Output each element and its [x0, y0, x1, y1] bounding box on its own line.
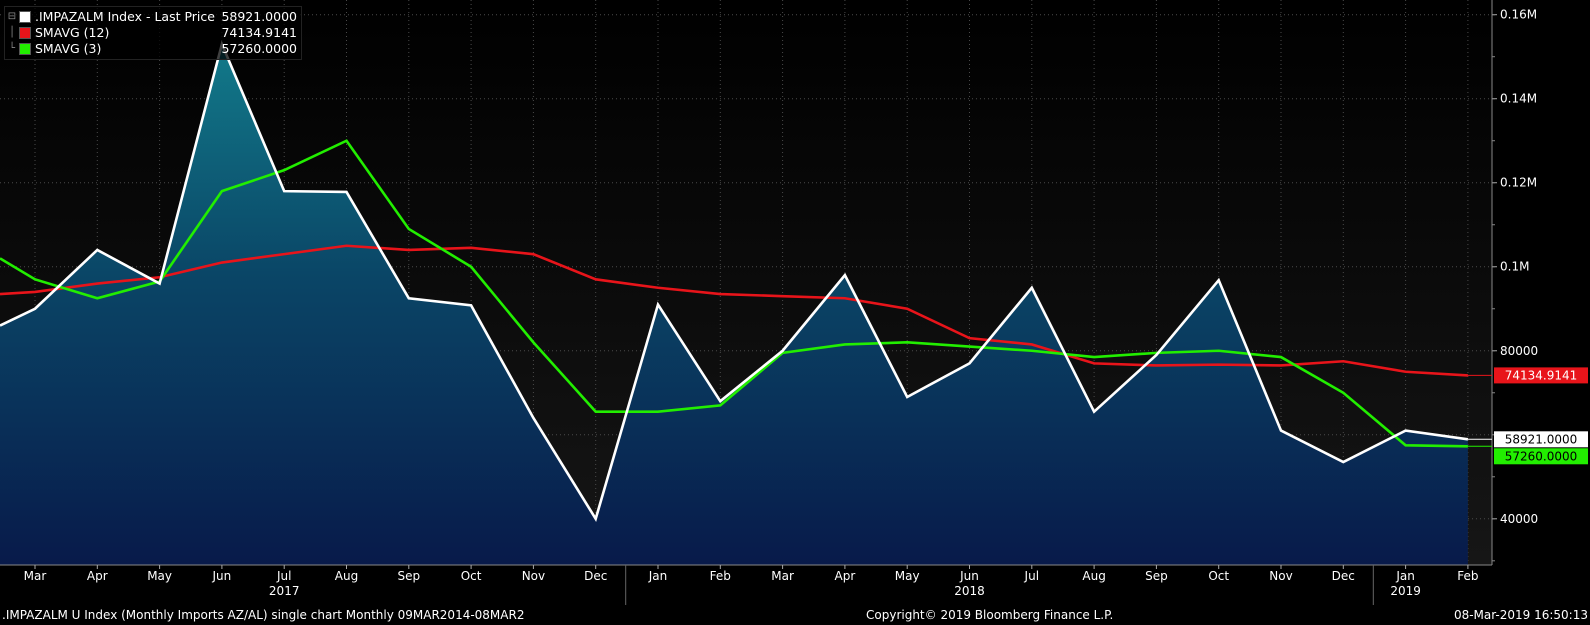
x-axis: Mar Apr May Jun Jul Aug Sep Oct Nov Dec Jan Feb Mar A… — [0, 564, 1492, 605]
price-end-label-box — [1494, 431, 1588, 448]
y-tick-label: 40000 — [1500, 512, 1538, 526]
x-tick-label: Oct — [1208, 569, 1229, 583]
x-tick-label: Jun — [959, 569, 979, 583]
legend-item-sma3[interactable]: └ SMAVG (3) 57260.0000 — [7, 41, 297, 57]
legend-swatch-price — [19, 11, 31, 23]
footer-timestamp: 08-Mar-2019 16:50:13 — [1453, 608, 1588, 622]
legend-value: 74134.9141 — [221, 25, 297, 40]
x-tick-label: Apr — [87, 569, 108, 583]
footer-description: .IMPAZALM U Index (Monthly Imports AZ/AL… — [2, 608, 525, 622]
sma3-end-label-box — [1494, 448, 1588, 465]
legend: ⊟ .IMPAZALM Index - Last Price 58921.000… — [4, 6, 302, 60]
x-tick-label: Feb — [1457, 569, 1478, 583]
x-tick-label: Jan — [1395, 569, 1415, 583]
tree-end-icon: └ — [8, 43, 16, 54]
legend-value: 58921.0000 — [221, 9, 297, 24]
x-tick-label: Sep — [1145, 569, 1168, 583]
x-tick-label: Dec — [1332, 569, 1355, 583]
end-labels: 57260.0000 74134.9141 58921.0000 — [1467, 367, 1588, 465]
sma12-end-label-text: 74134.9141 — [1505, 368, 1578, 382]
y-tick-label: 0.14M — [1500, 92, 1537, 106]
x-tick-label: Feb — [710, 569, 731, 583]
x-tick-label: Mar — [771, 569, 794, 583]
x-tick-label: Jul — [276, 569, 291, 583]
price-end-label-text: 58921.0000 — [1505, 432, 1578, 446]
legend-item-price[interactable]: ⊟ .IMPAZALM Index - Last Price 58921.000… — [7, 9, 297, 25]
x-tick-label: Aug — [335, 569, 358, 583]
y-tick-label: 0.1M — [1500, 260, 1529, 274]
y-tick-label: 80000 — [1500, 344, 1538, 358]
x-tick-label: Mar — [24, 569, 47, 583]
footer-copyright: Copyright© 2019 Bloomberg Finance L.P. — [866, 608, 1114, 622]
legend-label: SMAVG (12) — [35, 25, 110, 40]
x-year-label: 2017 — [269, 584, 300, 598]
x-tick-label: Jun — [212, 569, 232, 583]
legend-label: .IMPAZALM Index - Last Price — [35, 9, 215, 24]
x-year-label: 2018 — [954, 584, 985, 598]
price-area-fill — [0, 44, 1468, 566]
legend-item-sma12[interactable]: │ SMAVG (12) 74134.9141 — [7, 25, 297, 41]
chart-canvas: Mar Apr May Jun Jul Aug Sep Oct Nov Dec Jan Feb Mar A… — [0, 0, 1588, 605]
x-tick-label: Dec — [584, 569, 607, 583]
collapse-icon[interactable]: ⊟ — [7, 11, 17, 22]
x-tick-label: Oct — [461, 569, 482, 583]
x-year-label: 2019 — [1390, 584, 1421, 598]
legend-value: 57260.0000 — [221, 41, 297, 56]
x-tick-label: Aug — [1082, 569, 1105, 583]
sma3-end-label-text: 57260.0000 — [1505, 449, 1578, 463]
price-area — [0, 44, 1468, 566]
y-tick-label: 0.16M — [1500, 8, 1537, 22]
legend-swatch-sma3 — [19, 43, 31, 55]
x-tick-label: Sep — [397, 569, 420, 583]
x-tick-label: Nov — [522, 569, 545, 583]
tree-branch-icon: │ — [8, 27, 16, 38]
y-axis: 40000 80000 0.1M 0.12M 0.14M 0.16M — [1491, 0, 1538, 565]
x-tick-label: Jul — [1024, 569, 1039, 583]
x-tick-label: Apr — [835, 569, 856, 583]
x-tick-label: May — [147, 569, 172, 583]
legend-label: SMAVG (3) — [35, 41, 102, 56]
x-tick-label: Jan — [648, 569, 668, 583]
x-tick-label: Nov — [1269, 569, 1292, 583]
sma12-end-label-box — [1494, 367, 1588, 384]
y-tick-label: 0.12M — [1500, 176, 1537, 190]
legend-swatch-sma12 — [19, 27, 31, 39]
footer: .IMPAZALM U Index (Monthly Imports AZ/AL… — [0, 605, 1590, 625]
x-tick-label: May — [895, 569, 920, 583]
